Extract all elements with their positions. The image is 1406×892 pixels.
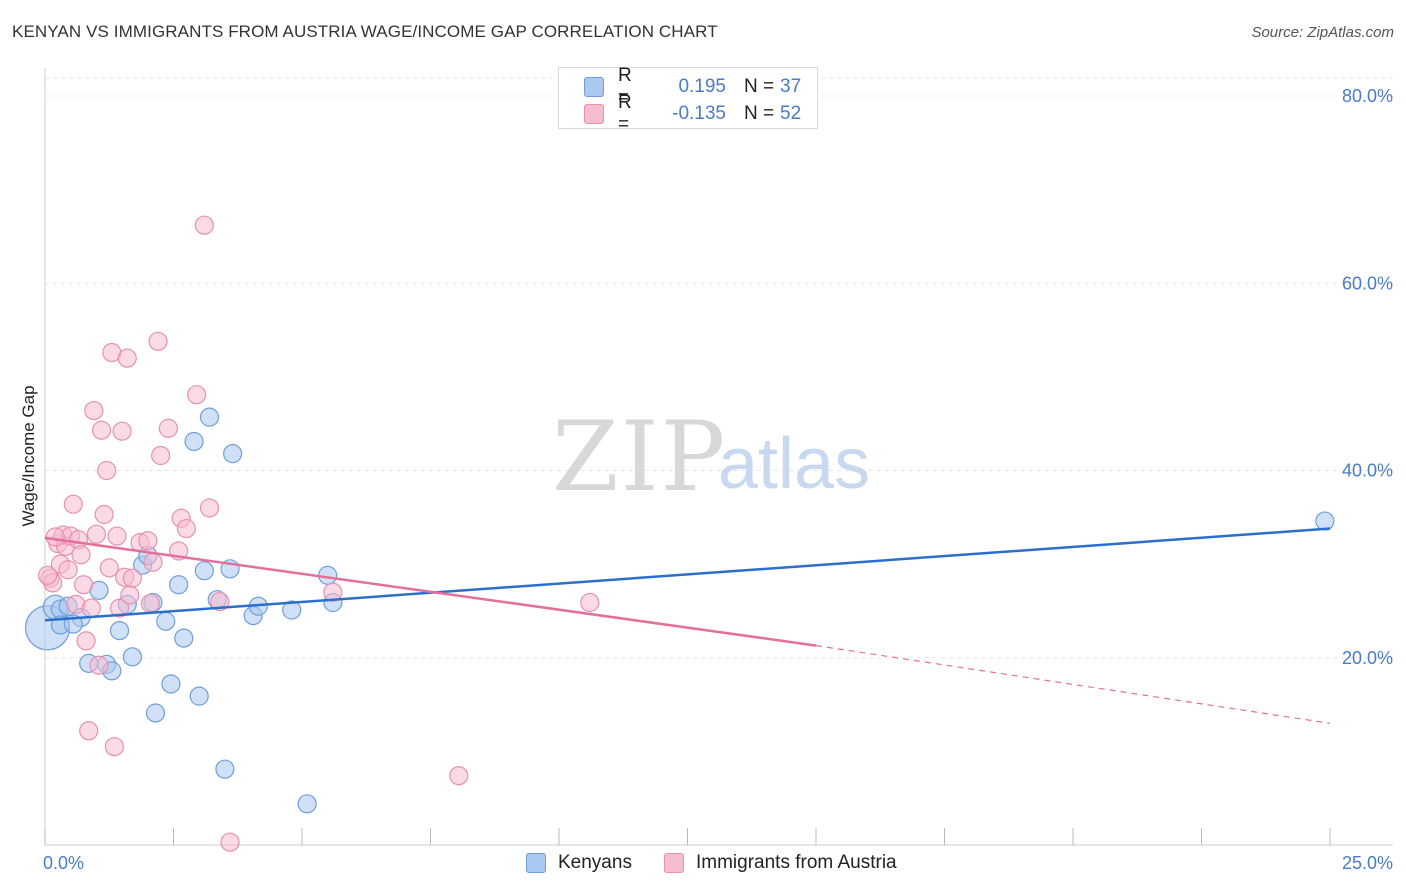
kenyans-point: [223, 444, 243, 464]
y-tick-label: 20.0%: [1342, 648, 1393, 668]
austria-point: [89, 655, 109, 675]
austria-trend-extension: [815, 644, 1331, 724]
kenyans-point: [169, 575, 189, 595]
austria-point: [73, 575, 94, 595]
stats-legend: R = 0.195 N = 37 R = -0.135 N = 52: [558, 65, 818, 135]
kenyans-trend-line: [44, 527, 1331, 622]
austria-point: [138, 531, 158, 551]
austria-point: [120, 585, 140, 605]
legend-r-label: R =: [618, 92, 632, 135]
source-note: Source: ZipAtlas.com: [1251, 24, 1394, 41]
grid: [45, 77, 1393, 659]
legend-label-kenyans: Kenyans: [558, 852, 632, 873]
kenyans-point: [109, 620, 130, 641]
austria-point: [143, 552, 163, 572]
kenyans-point: [145, 703, 166, 723]
austria-point: [63, 494, 83, 514]
kenyans-point: [282, 600, 302, 620]
axes: [44, 68, 1393, 846]
watermark-atlas: atlas: [718, 424, 870, 504]
kenyans-point: [199, 407, 220, 427]
data-points: [24, 215, 1335, 852]
tick-labels: 20.0% 40.0% 60.0% 80.0% 0.0% 25.0%: [43, 86, 1393, 873]
austria-point: [84, 400, 104, 421]
kenyans-point: [174, 628, 194, 648]
austria-point: [151, 445, 171, 466]
legend-item-kenyans[interactable]: Kenyans: [526, 852, 632, 874]
y-axis-label: Wage/Income Gap: [19, 385, 38, 526]
legend-row-kenyans: R = 0.195 N = 37: [584, 65, 802, 108]
legend-r-value: 0.195: [678, 76, 726, 97]
austria-point: [81, 598, 101, 618]
legend-label-austria: Immigrants from Austria: [696, 852, 897, 873]
austria-point: [97, 460, 117, 481]
kenyans-point: [161, 674, 181, 694]
legend-item-austria[interactable]: Immigrants from Austria: [664, 852, 897, 874]
x-tick-label: 25.0%: [1342, 853, 1393, 873]
austria-point: [140, 593, 160, 614]
austria-point: [86, 524, 107, 544]
legend-r-value: -0.135: [672, 103, 726, 124]
kenyans-point: [122, 647, 142, 667]
austria-point: [158, 418, 178, 438]
trend-lines: [44, 527, 1331, 724]
kenyans-point: [194, 561, 214, 581]
legend-n-label: N =: [744, 103, 775, 124]
austria-point: [79, 721, 99, 741]
kenyans-point: [184, 431, 204, 452]
austria-point: [76, 631, 96, 651]
austria-point: [187, 385, 207, 405]
austria-point: [99, 558, 119, 578]
austria-point: [94, 504, 114, 525]
austria-point: [104, 737, 124, 757]
watermark: ZIP atlas: [552, 401, 870, 513]
austria-trend-line: [44, 536, 817, 647]
legend-n-value: 52: [780, 103, 802, 124]
austria-point: [148, 331, 168, 351]
austria-point: [112, 421, 132, 441]
austria-point: [449, 766, 469, 786]
austria-point: [71, 545, 91, 565]
austria-point: [199, 498, 220, 518]
legend-swatch-kenyans: [584, 77, 604, 97]
austria-point: [122, 568, 142, 588]
legend-row-austria: R = -0.135 N = 52: [584, 92, 802, 135]
series-legend: Kenyans Immigrants from Austria: [0, 850, 1406, 880]
kenyans-point: [215, 759, 235, 779]
austria-point: [107, 526, 127, 546]
legend-swatch-kenyans: [526, 853, 546, 873]
austria-point: [220, 832, 240, 852]
y-tick-label: 40.0%: [1342, 461, 1393, 481]
austria-point: [194, 215, 214, 235]
legend-r-label: R =: [618, 65, 632, 108]
legend-n-label: N =: [744, 76, 775, 97]
austria-point: [580, 592, 600, 613]
legend-swatch-austria: [584, 104, 604, 124]
austria-point: [176, 518, 196, 539]
austria-point: [91, 420, 112, 440]
austria-point: [58, 560, 78, 580]
legend-n-value: 37: [780, 76, 802, 97]
kenyans-point: [297, 794, 317, 814]
chart-title: KENYAN VS IMMIGRANTS FROM AUSTRIA WAGE/I…: [12, 22, 718, 41]
legend-swatch-austria: [664, 853, 684, 873]
austria-point: [37, 565, 58, 585]
kenyans-point: [189, 686, 209, 706]
kenyans-point: [1315, 511, 1335, 531]
y-tick-label: 80.0%: [1342, 86, 1393, 106]
austria-point: [109, 598, 130, 618]
y-tick-label: 60.0%: [1342, 273, 1393, 293]
x-tick-label: 0.0%: [43, 853, 84, 873]
austria-point: [210, 591, 230, 612]
watermark-zip: ZIP: [552, 401, 727, 513]
austria-point: [45, 527, 65, 547]
austria-point: [117, 348, 137, 368]
austria-point: [323, 582, 343, 602]
kenyans-point: [156, 611, 176, 631]
